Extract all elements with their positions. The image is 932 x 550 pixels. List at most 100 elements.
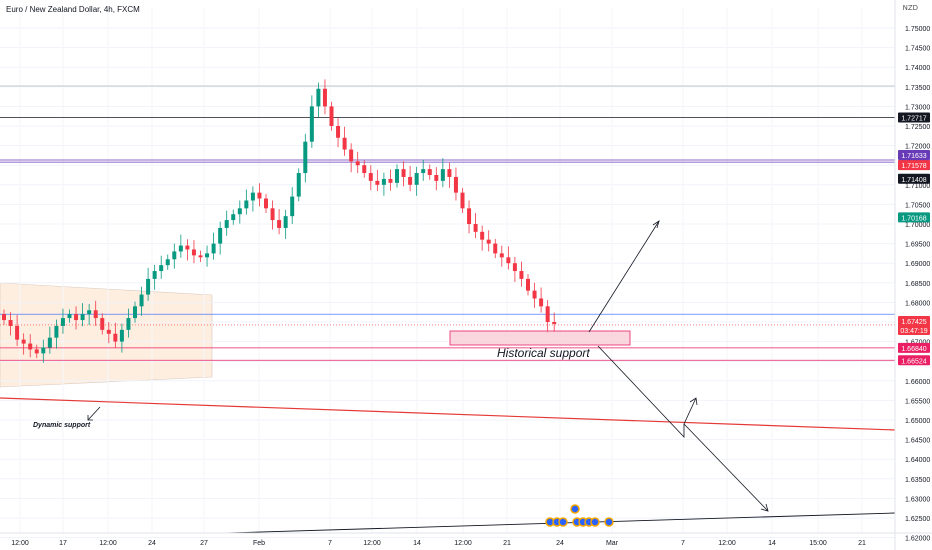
candle-up [303,141,308,174]
event-marker [570,504,580,514]
candle-down [106,329,111,334]
candle-up [395,169,399,183]
candle-down [480,231,485,240]
historical-support-label: Historical support [497,346,590,360]
time-tick-label: 7 [328,540,332,547]
candle-down [336,126,341,138]
price-tick-label: 1.70500 [905,202,930,209]
event-marker [558,517,568,527]
candle-down [486,239,491,244]
price-tick-label: 1.69500 [905,242,930,249]
price-tick-label: 1.74500 [905,46,930,53]
price-tick-label: 1.63000 [905,496,930,503]
candle-down [329,106,334,126]
candle-up [152,271,157,279]
candle-up [119,329,124,342]
candle-up [231,214,236,221]
dynamic-support-trendline [0,397,896,431]
candle-down [100,318,105,330]
candle-down [15,325,20,340]
price-tick-label: 1.72500 [905,124,930,131]
candle-up [126,318,131,330]
candle-down [499,253,504,258]
candle-down [322,88,327,107]
time-tick-label: Feb [253,540,265,547]
candle-up [87,310,92,315]
candle-down [2,314,6,321]
candle-up [178,245,183,252]
candle-up [205,253,210,258]
candle-down [342,137,347,150]
time-tick-label: 14 [413,540,421,547]
candle-down [408,176,413,185]
price-tick-label: 1.73000 [905,104,930,111]
time-tick-label: 12:00 [11,540,29,547]
candle-up [159,265,164,272]
candle-down [375,180,380,185]
arrowhead [87,415,93,421]
price-label-text: 1.67425 [901,319,926,326]
candle-up [211,243,216,254]
candle-down [270,208,275,221]
candle-down [257,192,262,199]
candle-up [218,227,223,244]
price-label-badge [898,160,930,171]
candle-up [41,347,46,354]
price-tick-label: 1.71000 [905,183,930,190]
time-tick-label: 7 [681,540,685,547]
candle-down [526,278,530,291]
candle-up [67,314,72,319]
candle-up [146,278,151,295]
currency-label: NZD [902,4,918,12]
candle-up [224,220,229,228]
time-tick-label: 12:00 [99,540,117,547]
price-label-text: 1.72717 [901,115,926,122]
time-tick-label: Mar [606,540,619,547]
arrowhead [652,220,660,229]
price-label-badge [898,355,930,366]
candle-down [552,322,557,324]
price-tick-label: 1.65000 [905,418,930,425]
candle-down [185,245,190,250]
candle-up [316,88,321,107]
candle-down [532,290,537,299]
candle-down [113,333,118,342]
price-tick-label: 1.66000 [905,379,930,386]
price-tick-label: 1.64500 [905,438,930,445]
price-tick-label: 1.70000 [905,222,930,229]
candle-down [368,173,373,181]
time-tick-label: 12:00 [454,540,472,547]
time-tick-label: 15:00 [809,540,827,547]
time-tick-label: 21 [503,540,511,547]
price-label-badge [898,149,930,160]
candle-down [21,339,26,344]
candle-up [80,314,85,321]
candle-down [388,178,393,183]
price-label-badge [898,173,930,184]
candle-up [250,192,255,201]
candle-down [28,343,33,350]
time-tick-label: 14 [768,540,776,547]
candle-down [349,149,354,162]
price-tick-label: 1.69000 [905,261,930,268]
price-label-text: 1.66524 [901,358,926,365]
price-tick-label: 1.74000 [905,65,930,72]
candle-down [434,175,439,181]
dynamic-support-pointer [87,406,101,421]
candle-down [34,349,39,354]
candle-up [309,106,314,142]
historical-support-zone [449,330,631,346]
candle-up [54,325,59,338]
price-label-text: 03:47:19 [900,328,927,335]
candle-up [133,306,137,319]
candle-down [355,161,360,166]
time-tick-label: 24 [556,540,564,547]
bearish-projection-path [597,345,697,439]
candle-up [165,259,170,266]
candle-down [493,243,498,254]
time-tick-label: 12:00 [718,540,736,547]
candle-down [519,271,524,279]
time-tick-label: 21 [858,540,866,547]
price-label-badge [898,324,930,335]
